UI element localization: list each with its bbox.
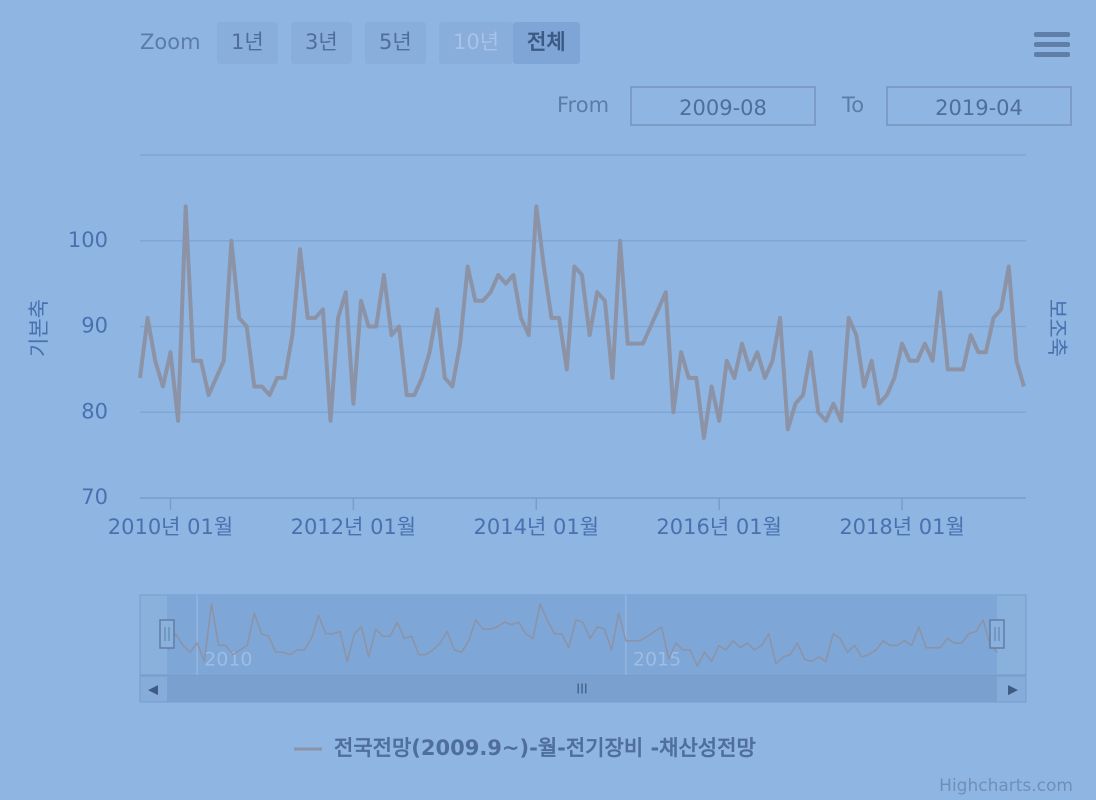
navigator[interactable]: ◀ ▶ III [139, 594, 1027, 703]
y-tick-label: 70 [81, 485, 108, 509]
scroll-left[interactable]: ◀ [148, 683, 158, 698]
series-line [138, 204, 1026, 440]
zoom-button[interactable]: 전체 [513, 22, 580, 64]
x-tick-label: 2014년 01월 [474, 515, 599, 539]
zoom-button[interactable]: 3년 [291, 22, 352, 64]
navigator-handle[interactable] [989, 619, 1005, 649]
x-tick-label: 2016년 01월 [656, 515, 781, 539]
y-axis-label: 기본축 [27, 299, 51, 357]
navigator-line [167, 603, 998, 667]
x-tick-label: 2010년 01월 [108, 515, 233, 539]
zoom-label: Zoom [140, 30, 201, 54]
menu-button[interactable] [1034, 32, 1070, 57]
scrollbar-thumb[interactable] [167, 676, 997, 702]
credits[interactable]: Highcharts.com [939, 776, 1073, 796]
zoom-button[interactable]: 10년 [439, 22, 514, 64]
menu-bar [1034, 42, 1070, 47]
y2-axis-label: 보조축 [1045, 299, 1069, 357]
navigator-mask [167, 595, 997, 675]
zoom-button[interactable]: 5년 [365, 22, 426, 64]
x-tick-label: 2012년 01월 [291, 515, 416, 539]
navigator-handle[interactable] [159, 619, 175, 649]
y-tick-label: 80 [81, 399, 108, 423]
legend-entry[interactable]: 전국전망(2009.9~)-월-전기장비 -채산성전망 [334, 736, 756, 760]
zoom-button[interactable]: 1년 [217, 22, 278, 64]
y-tick-label: 90 [81, 314, 108, 338]
from-label: From [557, 93, 610, 117]
x-tick-label: 2018년 01월 [839, 515, 964, 539]
from-input[interactable]: 2009-08 [630, 86, 816, 126]
to-label: To [842, 93, 865, 117]
scroll-grip[interactable]: III [576, 683, 588, 698]
scroll-right[interactable]: ▶ [1008, 683, 1018, 698]
menu-bar [1034, 52, 1070, 57]
y-tick-label: 100 [68, 228, 108, 252]
navigator-tick-label: 2015 [633, 649, 681, 671]
to-input[interactable]: 2019-04 [886, 86, 1072, 126]
menu-bar [1034, 32, 1070, 37]
navigator-tick-label: 2010 [204, 649, 252, 671]
